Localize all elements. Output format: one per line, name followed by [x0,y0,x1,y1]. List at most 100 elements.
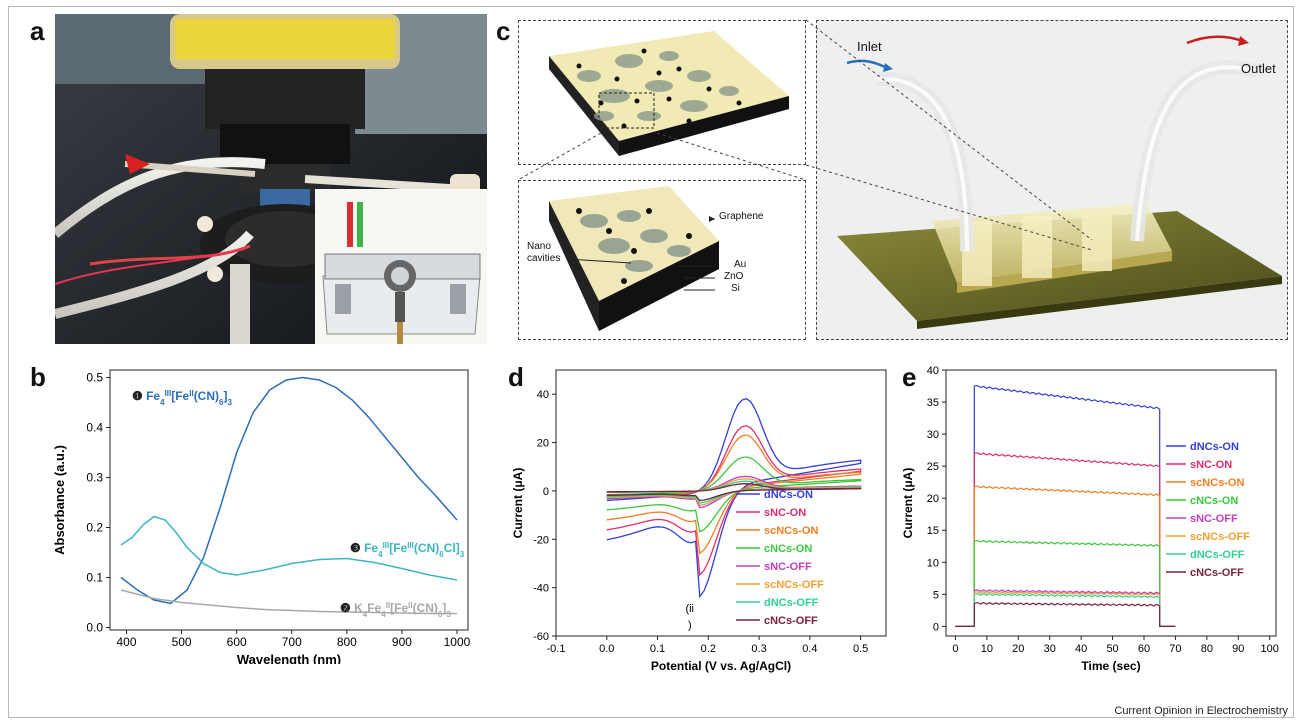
y-tick-label: 0 [543,486,549,498]
it-series-8 [955,601,1176,627]
series-line-2 [120,515,458,581]
plot-frame [555,369,887,637]
y-axis-label: Current (μA) [511,468,525,539]
series-label-3: ❷ K4Fe4II[FeII(CN)6]3 [340,601,451,619]
x-tick-label: 0 [952,643,958,655]
y-tick-label: -40 [533,583,549,595]
x-tick-label: 0.4 [802,643,817,655]
legend-item: cNCs-OFF [1190,567,1244,579]
x-axis-label: Potential (V vs. Ag/AgCl) [651,659,791,673]
chip-cross-section: Graphene Nano cavities Au ZnO Si [518,180,806,340]
series-label-1: ❶ Fe4III[FeII(CN)6]3 [132,389,232,407]
y-tick-label: 5 [933,589,939,601]
annotation-label: (ii [685,603,694,615]
au-label: Au [734,259,747,270]
panel-letter-b: b [30,362,46,392]
x-tick-label: 30 [1044,643,1056,655]
x-tick-label: 0.2 [701,643,716,655]
series-label-2: ❸ Fe4III[FeIII(CN)6Cl]3 [350,541,465,559]
legend-item: sNC-OFF [764,561,812,573]
x-tick-label: 0.1 [650,643,665,655]
nano-label: Nano [527,241,551,252]
it-series-5 [955,589,1176,627]
chip-top-view [518,20,806,165]
setup-photo [55,14,487,344]
legend-item: cNCs-OFF [764,615,818,627]
legend-item: cNCs-ON [1190,495,1238,507]
x-tick-label: 1000 [444,635,471,649]
x-tick-label: 0.3 [751,643,766,655]
x-tick-label: 70 [1169,643,1181,655]
panel-letter-c: c [496,16,511,46]
x-tick-label: 600 [227,635,247,649]
panel-letter-e: e [902,362,917,392]
panel-letter-d: d [508,362,524,392]
x-tick-label: -0.1 [547,643,566,655]
x-tick-label: 100 [1261,643,1279,655]
legend-item: dNCs-ON [1190,441,1239,453]
si-label: Si [731,283,740,294]
legend-item: dNCs-OFF [764,597,819,609]
x-tick-label: 80 [1201,643,1213,655]
x-tick-label: 20 [1012,643,1024,655]
y-tick-label: -60 [533,631,549,643]
plot-frame [109,369,469,631]
cv-series-2 [606,425,862,577]
inlet-label: Inlet [857,39,882,54]
chip-top-illustration [549,31,789,156]
y-tick-label: 0.4 [86,421,103,435]
x-tick-label: 800 [337,635,357,649]
y-tick-label: 0.0 [86,621,103,635]
y-tick-label: 40 [927,365,939,377]
it-series-4 [955,539,1176,627]
it-series-7 [955,592,1176,627]
legend-item: scNCs-ON [1190,477,1244,489]
it-series-3 [955,485,1176,627]
x-tick-label: 90 [1232,643,1244,655]
y-tick-label: 20 [927,493,939,505]
x-axis-label: Wavelength (nm) [237,652,341,664]
it-series-6 [955,591,1176,627]
x-tick-label: 0.5 [853,643,868,655]
legend-item: sNC-OFF [1190,513,1238,525]
y-tick-label: 0.5 [86,371,103,385]
microfluidic-illustration [837,35,1282,329]
y-axis-label: Absorbance (a.u.) [52,445,67,555]
y-tick-label: 20 [537,438,549,450]
plot-frame [945,369,1277,637]
y-tick-label: -20 [533,534,549,546]
outlet-label: Outlet [1241,61,1276,76]
absorbance-chart: 400 500 600 700 800 900 1000 0.0 0.1 0.2 0.3 0.4 0.5… [52,369,471,664]
y-tick-label: 0.2 [86,521,103,535]
x-tick-label: 700 [282,635,302,649]
legend-item: sNC-ON [1190,459,1232,471]
x-axis-label: Time (sec) [1081,659,1140,673]
setup-photo-illustration [55,14,487,344]
legend-item: scNCs-OFF [764,579,824,591]
it-series-1 [955,384,1176,627]
series-line-3 [120,589,457,615]
it-series-2 [955,452,1176,627]
legend-item: scNCs-ON [764,525,818,537]
panel-letter-a: a [30,16,45,46]
y-tick-label: 0.1 [86,571,103,585]
series-line-1 [120,376,458,605]
x-tick-label: 400 [117,635,137,649]
graphene-label: Graphene [719,211,764,222]
source-credit: Current Opinion in Electrochemistry [1114,705,1288,717]
cv-chart: -0.1 0.0 0.1 0.2 0.3 0.4 0.5 -60 -40 -20 0 20 40 Pote… [511,369,887,673]
x-tick-label: 0.0 [599,643,614,655]
y-tick-label: 40 [537,389,549,401]
legend-item: dNCs-ON [764,489,813,501]
legend-item: scNCs-OFF [1190,531,1250,543]
y-tick-label: 0.3 [86,471,103,485]
x-tick-label: 50 [1106,643,1118,655]
chip-cross-illustration [549,186,719,331]
cv-series-8 [606,483,862,502]
y-tick-label: 35 [927,397,939,409]
x-tick-label: 500 [172,635,192,649]
legend-item: sNC-ON [764,507,806,519]
y-tick-label: 25 [927,461,939,473]
zno-label: ZnO [724,271,744,282]
